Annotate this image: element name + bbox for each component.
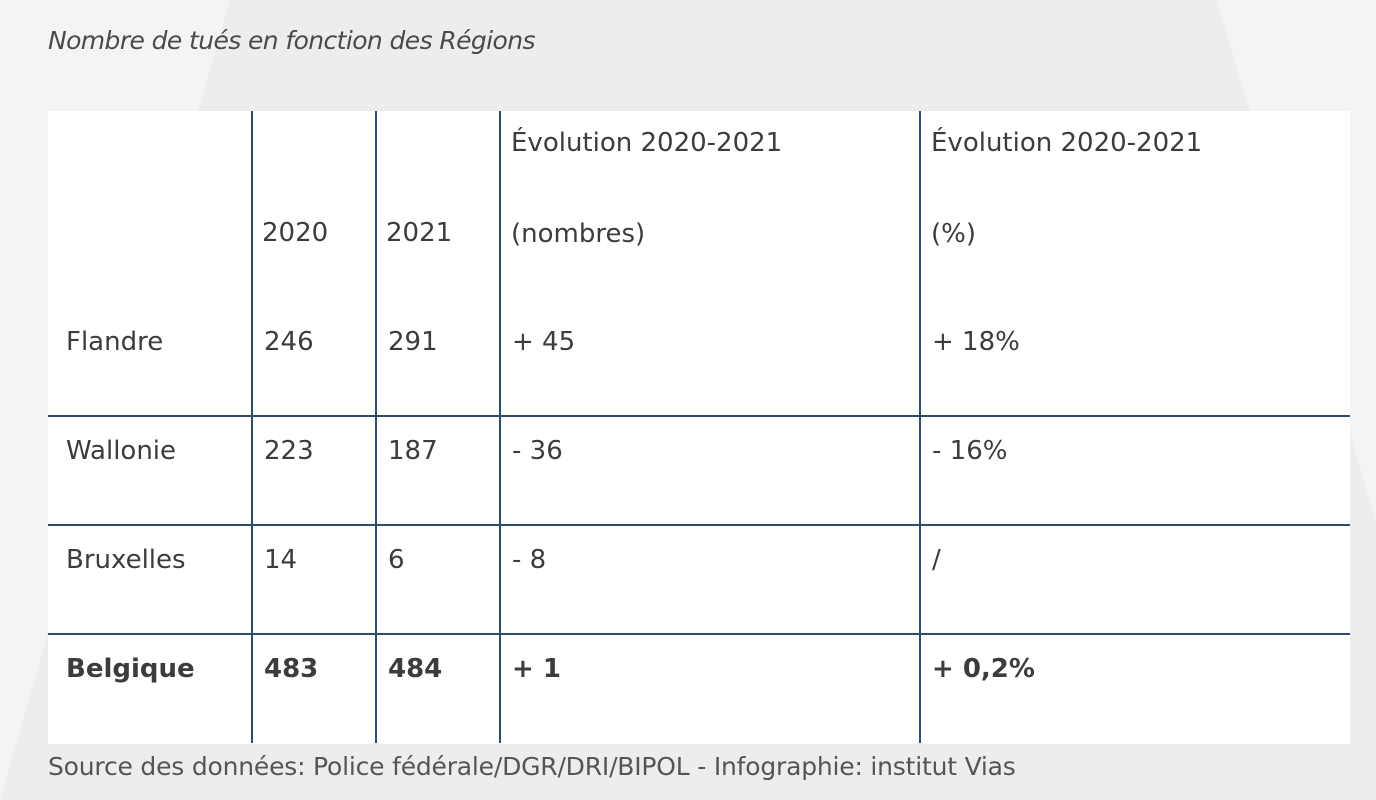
table-row-flandre: Flandre 246 291 + 45 + 18% — [48, 308, 1350, 417]
cell-evolution-percent: - 16% — [919, 416, 1350, 526]
cell-evolution-percent: / — [919, 525, 1350, 635]
fatalities-by-region-table: 2020 2021 Évolution 2020-2021 (nombres) … — [48, 111, 1350, 743]
table-row-belgique-total: Belgique 483 484 + 1 + 0,2% — [48, 634, 1350, 743]
cell-evolution-percent: + 0,2% — [919, 634, 1350, 743]
cell-2021: 484 — [375, 634, 500, 743]
header-region — [48, 111, 252, 308]
cell-evolution-numbers: + 45 — [499, 308, 920, 417]
cell-region: Bruxelles — [48, 525, 252, 635]
cell-region: Flandre — [48, 308, 252, 417]
cell-2021: 6 — [375, 525, 500, 635]
cell-2020: 483 — [251, 634, 376, 743]
header-evolution-percent: Évolution 2020-2021 (%) — [919, 111, 1350, 308]
cell-evolution-percent: + 18% — [919, 308, 1350, 417]
cell-region: Belgique — [66, 654, 195, 684]
cell-evolution-numbers: - 8 — [499, 525, 920, 635]
cell-2020: 246 — [251, 308, 376, 417]
cell-evolution-numbers: - 36 — [499, 416, 920, 526]
header-evolution-numbers: Évolution 2020-2021 (nombres) — [499, 111, 920, 308]
header-2021: 2021 — [375, 111, 500, 308]
table-header-row: 2020 2021 Évolution 2020-2021 (nombres) … — [48, 111, 1350, 308]
table-row-bruxelles: Bruxelles 14 6 - 8 / — [48, 525, 1350, 635]
page-title: Nombre de tués en fonction des Régions — [48, 26, 535, 55]
cell-2020: 14 — [251, 525, 376, 635]
cell-2021: 187 — [375, 416, 500, 526]
header-evolution-numbers-unit: (nombres) — [511, 219, 646, 249]
header-2021-label: 2021 — [386, 218, 453, 248]
cell-2020: 223 — [251, 416, 376, 526]
cell-region: Wallonie — [48, 416, 252, 526]
cell-evolution-numbers: + 1 — [499, 634, 920, 743]
header-evolution-numbers-title: Évolution 2020-2021 — [511, 128, 783, 158]
source-credit: Source des données: Police fédérale/DGR/… — [48, 752, 1016, 781]
cell-2021: 291 — [375, 308, 500, 417]
header-2020: 2020 — [251, 111, 376, 308]
regions-table-container: 2020 2021 Évolution 2020-2021 (nombres) … — [48, 111, 1350, 744]
header-2020-label: 2020 — [262, 218, 329, 248]
header-evolution-percent-title: Évolution 2020-2021 — [931, 128, 1203, 158]
header-evolution-percent-unit: (%) — [931, 219, 976, 249]
table-row-wallonie: Wallonie 223 187 - 36 - 16% — [48, 416, 1350, 526]
